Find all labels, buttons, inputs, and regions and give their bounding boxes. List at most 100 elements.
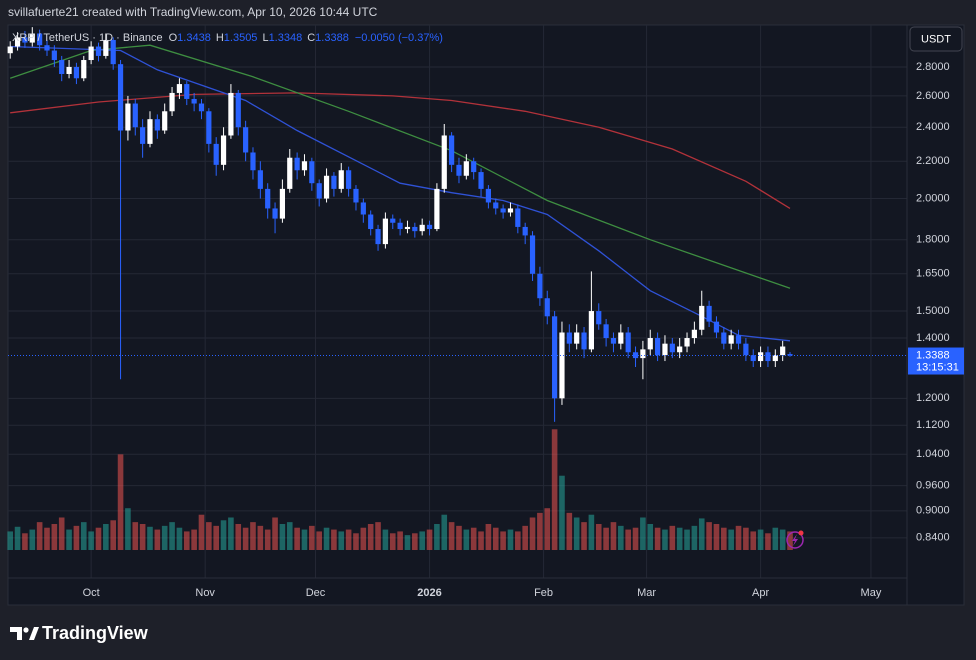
candle-body <box>581 332 587 350</box>
volume-bar <box>228 517 234 550</box>
candle-body <box>162 111 168 131</box>
candle-body <box>37 33 43 46</box>
candle-body <box>596 311 602 325</box>
volume-bar <box>529 517 536 550</box>
candle-body <box>66 66 72 74</box>
candle-body <box>566 332 572 344</box>
volume-bar <box>309 525 315 550</box>
candle-body <box>610 338 617 344</box>
candle-body <box>404 226 411 230</box>
candle-body <box>780 346 786 356</box>
volume-bar <box>448 522 455 550</box>
volume-bar <box>647 524 654 550</box>
volume-bar <box>728 529 734 550</box>
legend-close: 1.3388 <box>315 32 349 44</box>
candle-body <box>691 329 697 339</box>
volume-bar <box>353 533 359 550</box>
candle-body <box>44 45 50 51</box>
currency-button[interactable] <box>909 26 963 52</box>
candle-body <box>316 183 322 199</box>
volume-bar <box>279 524 286 550</box>
volume-bar <box>698 518 705 550</box>
volume-bar <box>316 531 322 550</box>
candle-body <box>515 208 521 227</box>
chart-panel <box>7 24 965 606</box>
volume-bar <box>154 529 161 550</box>
candle-body <box>198 103 205 112</box>
candle-body <box>110 39 116 65</box>
volume-bar <box>507 529 514 550</box>
candle-body <box>338 170 344 189</box>
volume-bar <box>522 525 528 550</box>
legend-h: H <box>216 32 224 44</box>
candle-body <box>257 170 263 189</box>
volume-bar <box>147 526 153 550</box>
candle-body <box>353 188 359 203</box>
plot <box>7 25 907 578</box>
currency[interactable]: USDT <box>921 33 951 45</box>
y-tick-label: 1.8000 <box>916 234 950 246</box>
volume-bar <box>36 522 43 550</box>
candle-body <box>22 37 28 43</box>
candle-body <box>426 224 433 230</box>
candle-body <box>485 188 491 203</box>
moving-average <box>10 45 791 342</box>
y-tick-label: 2.6000 <box>916 90 950 102</box>
volume-bar <box>713 524 720 550</box>
candle-body <box>544 298 550 317</box>
candle-body <box>493 202 499 209</box>
volume-bar <box>603 527 609 550</box>
volume-bar <box>684 529 690 550</box>
candle-body <box>662 343 668 356</box>
y-tick-label: 1.1200 <box>916 419 950 431</box>
volume-bar <box>595 524 602 550</box>
candle-body <box>176 84 183 93</box>
legend-symbol: XRP / TetherUS · 1D · Binance <box>12 32 163 44</box>
volume-bar <box>176 527 183 550</box>
volume-bar <box>345 529 352 550</box>
volume-bar <box>625 529 631 550</box>
volume-bar <box>654 527 661 550</box>
candle-body <box>721 332 727 344</box>
candle-body <box>51 50 57 61</box>
candle-body <box>765 352 771 362</box>
volume-bar <box>132 522 139 550</box>
x-tick-label: Feb <box>534 587 553 599</box>
volume-bar <box>294 527 300 550</box>
volume-bar <box>250 522 256 550</box>
candle-body <box>441 135 447 189</box>
volume-bar <box>14 526 21 550</box>
candle-body <box>684 338 690 347</box>
last-price-box <box>908 347 964 375</box>
y-tick-label: 2.0000 <box>916 192 950 204</box>
candle-body <box>213 143 219 165</box>
volume-bar <box>125 508 131 550</box>
legend-change: −0.0050 (−0.37%) <box>355 32 443 44</box>
volume-bar <box>478 531 484 550</box>
candle-body <box>382 218 389 245</box>
volume-bar <box>610 522 617 550</box>
volume-bar <box>544 508 551 550</box>
y-tick-label: 1.6500 <box>916 268 950 280</box>
legend: XRP / TetherUS · 1D · Binance O1.3438 H1.3… <box>12 32 443 44</box>
volume-bar <box>397 531 403 550</box>
x-tick-label: Apr <box>752 587 769 599</box>
volume-bar <box>662 529 668 550</box>
legend-c: C <box>307 32 315 44</box>
volume-bar <box>706 522 712 550</box>
candle-body <box>287 157 293 189</box>
candle-body <box>772 355 778 362</box>
candle-body <box>750 355 756 362</box>
y-tick-label: 1.4000 <box>916 332 950 344</box>
y-tick-label: 1.5000 <box>916 305 950 317</box>
brand-logo <box>10 627 39 640</box>
candle-body <box>140 127 146 144</box>
candle-body <box>59 60 65 74</box>
volume-bar <box>412 533 418 550</box>
volume-bar <box>551 429 558 550</box>
y-tick-label: 2.8000 <box>916 61 950 73</box>
volume-bar <box>58 517 65 550</box>
volume-bar <box>779 529 786 550</box>
candle-body <box>603 324 609 339</box>
